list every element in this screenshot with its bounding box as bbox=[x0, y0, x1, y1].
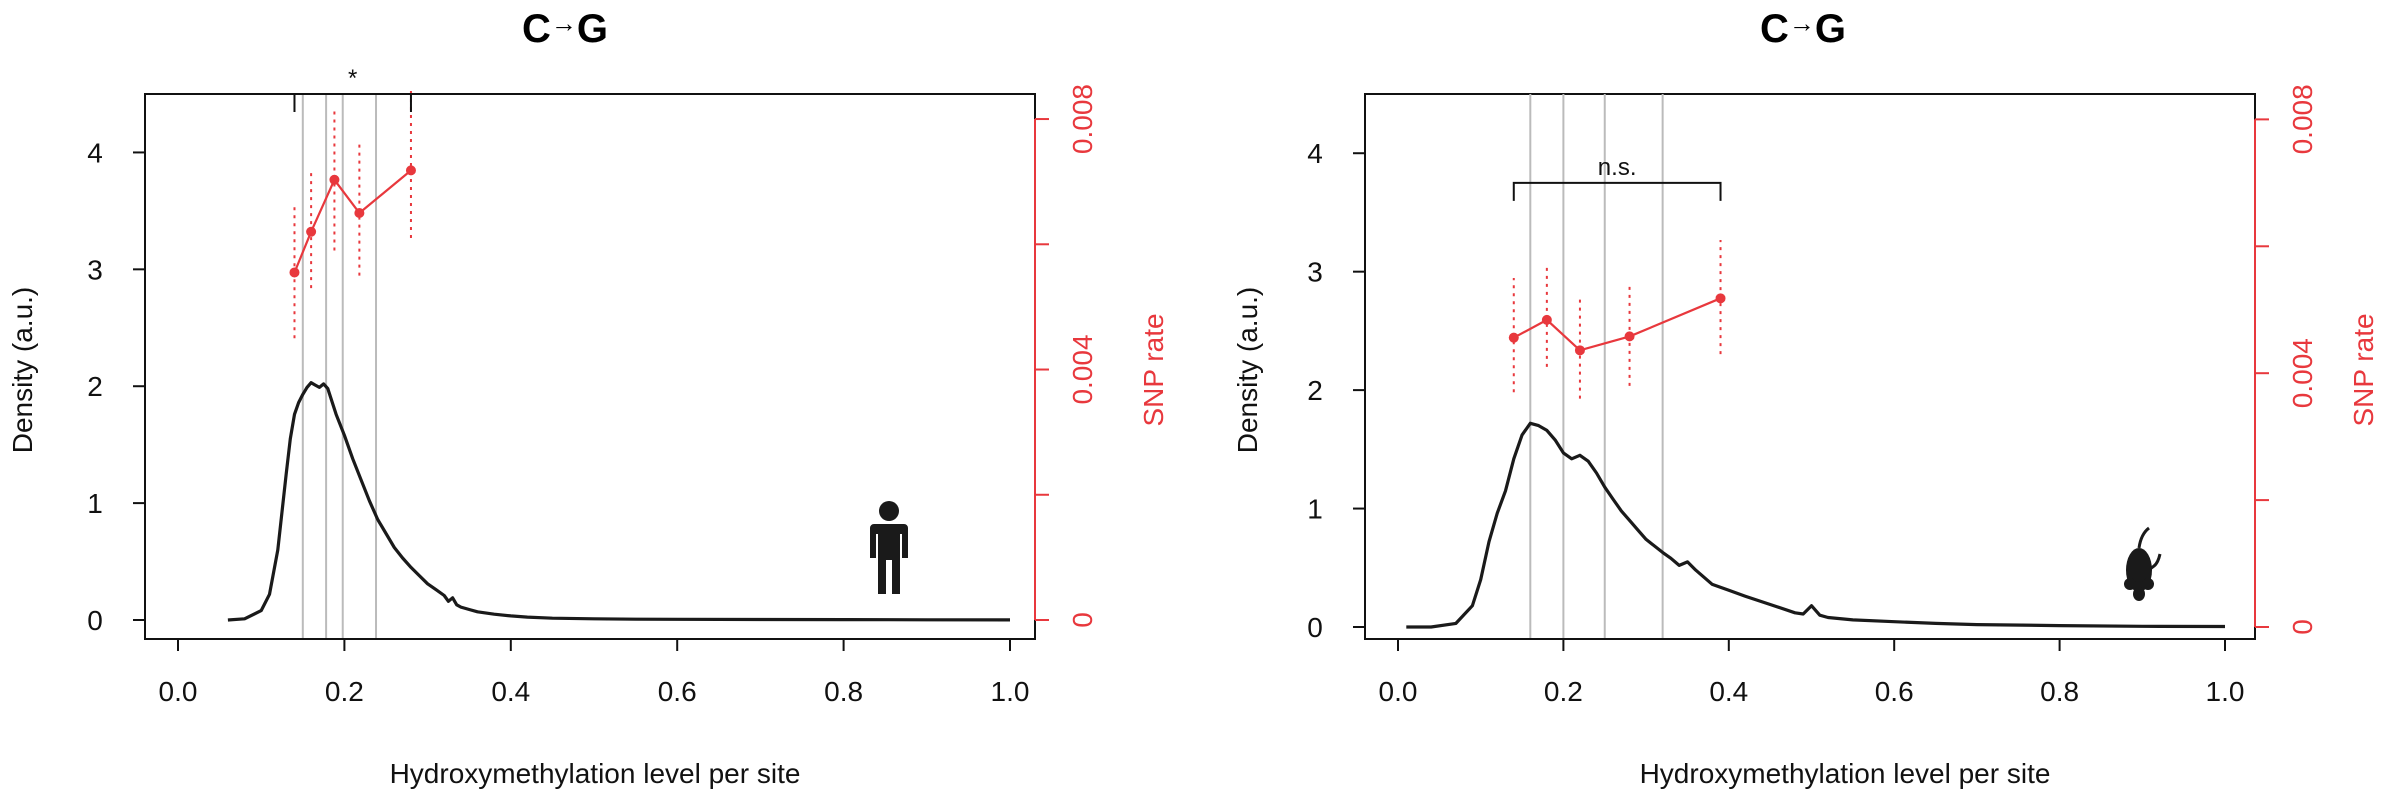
x-axis-2: 0.0 0.2 0.4 0.6 0.8 1.0 bbox=[1379, 638, 2245, 707]
x-tick-label-1-4: 0.8 bbox=[824, 676, 863, 707]
y2-tick-label-1-4: 0.008 bbox=[1067, 84, 1098, 154]
bracket-line-1 bbox=[293, 93, 412, 112]
y-tick-label-2-4: 4 bbox=[1307, 138, 1323, 169]
snp-point-1-2 bbox=[329, 174, 340, 185]
snp-point-2-3 bbox=[1624, 331, 1635, 342]
y-tick-label-1-1: 1 bbox=[87, 488, 103, 519]
x-tick-label-2-5: 1.0 bbox=[2206, 676, 2245, 707]
y2-axis-label-1: SNP rate bbox=[1138, 313, 1169, 426]
x-tick-label-2-3: 0.6 bbox=[1875, 676, 1914, 707]
y-tick-label-1-4: 4 bbox=[87, 137, 103, 168]
vlines-1 bbox=[301, 94, 378, 639]
snp-series-1 bbox=[289, 87, 416, 339]
x-tick-label-1-2: 0.4 bbox=[491, 676, 530, 707]
y2-axis-2: 0 0.004 0.008 bbox=[2254, 84, 2318, 635]
x-tick-label-2-4: 0.8 bbox=[2040, 676, 2079, 707]
snp-point-1-1 bbox=[306, 226, 317, 237]
y2-axis-label-2: SNP rate bbox=[2348, 313, 2379, 426]
y-axis-1: 0 1 2 3 4 bbox=[87, 137, 146, 636]
snp-point-1-0 bbox=[289, 267, 300, 278]
snp-point-2-0 bbox=[1508, 332, 1519, 343]
y2-tick-label-2-4: 0.008 bbox=[2287, 84, 2318, 154]
y-tick-label-2-1: 1 bbox=[1307, 494, 1323, 525]
y2-tick-label-2-0: 0 bbox=[2287, 619, 2318, 635]
x-tick-label-1-3: 0.6 bbox=[658, 676, 697, 707]
plot-frame-2 bbox=[1364, 93, 2256, 640]
y-axis-label-1: Density (a.u.) bbox=[7, 287, 38, 454]
chart-title-2: C→G bbox=[1760, 7, 1846, 51]
x-axis-label-2: Hydroxymethylation level per site bbox=[1640, 758, 2051, 789]
density-curve-2 bbox=[1406, 421, 2226, 629]
y-tick-label-2-3: 3 bbox=[1307, 257, 1323, 288]
bracket-label-2: n.s. bbox=[1598, 154, 1637, 181]
significance-bracket-2: n.s. bbox=[1512, 154, 1722, 201]
y-axis-2: 0 1 2 3 4 bbox=[1307, 138, 1366, 643]
x-axis-1: 0.0 0.2 0.4 0.6 0.8 1.0 bbox=[159, 638, 1030, 707]
chart-panel-1: C→G 0.0 0.2 0.4 0.6 0.8 1.0 0 1 2 3 4 0 0.004 0.008… bbox=[7, 7, 1169, 789]
x-tick-label-2-0: 0.0 bbox=[1379, 676, 1418, 707]
bracket-label-1: * bbox=[348, 65, 357, 92]
y-tick-label-2-0: 0 bbox=[1307, 612, 1323, 643]
y-tick-label-1-3: 3 bbox=[87, 254, 103, 285]
snp-point-2-2 bbox=[1574, 345, 1585, 356]
y2-axis-1: 0 0.004 0.008 bbox=[1034, 84, 1098, 628]
chart-title-1: C→G bbox=[522, 7, 608, 51]
human-icon bbox=[870, 501, 908, 594]
plot-frame-1 bbox=[144, 93, 1036, 640]
bracket-line-2 bbox=[1512, 181, 1722, 201]
x-axis-label-1: Hydroxymethylation level per site bbox=[390, 758, 801, 789]
y-tick-label-1-0: 0 bbox=[87, 605, 103, 636]
chart-panel-2: C→G 0.0 0.2 0.4 0.6 0.8 1.0 0 1 2 3 4 0 0.004 0.008… bbox=[1232, 7, 2379, 789]
snp-point-1-4 bbox=[405, 165, 416, 176]
density-curve-1 bbox=[227, 381, 1011, 622]
x-tick-label-1-5: 1.0 bbox=[991, 676, 1030, 707]
y2-tick-label-1-2: 0.004 bbox=[1067, 334, 1098, 404]
y-tick-label-2-2: 2 bbox=[1307, 375, 1323, 406]
snp-series-2 bbox=[1508, 239, 1726, 399]
vlines-2 bbox=[1529, 94, 1664, 639]
snp-point-1-3 bbox=[354, 207, 365, 218]
y2-tick-label-1-0: 0 bbox=[1067, 612, 1098, 628]
x-tick-label-1-0: 0.0 bbox=[159, 676, 198, 707]
y-tick-label-1-2: 2 bbox=[87, 371, 103, 402]
mouse-icon bbox=[2124, 526, 2162, 601]
x-tick-label-1-1: 0.2 bbox=[325, 676, 364, 707]
x-tick-label-2-1: 0.2 bbox=[1544, 676, 1583, 707]
snp-point-2-1 bbox=[1541, 314, 1552, 325]
snp-point-2-4 bbox=[1715, 293, 1726, 304]
y-axis-label-2: Density (a.u.) bbox=[1232, 287, 1263, 454]
significance-bracket-1: * bbox=[293, 65, 412, 112]
y2-tick-label-2-2: 0.004 bbox=[2287, 338, 2318, 408]
x-tick-label-2-2: 0.4 bbox=[1709, 676, 1748, 707]
